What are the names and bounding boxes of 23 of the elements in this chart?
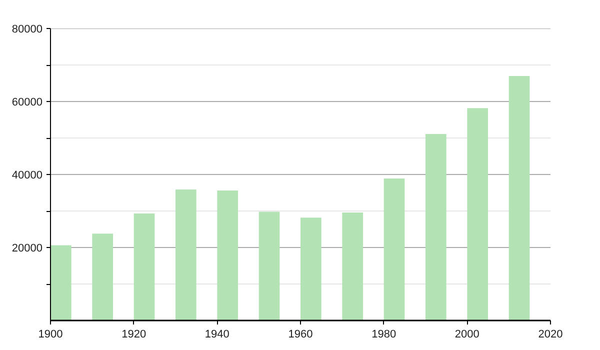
x-tick-label: 1980: [372, 328, 396, 340]
x-tick-label: 1960: [288, 328, 313, 340]
bar: [92, 234, 113, 320]
x-tick-label: 1900: [38, 328, 63, 340]
bar: [300, 218, 322, 320]
x-tick-label: 1940: [204, 328, 230, 340]
bar: [508, 76, 530, 320]
bar: [467, 108, 488, 320]
bar: [384, 178, 405, 320]
bar: [258, 212, 280, 320]
bar: [426, 134, 446, 320]
x-tick-label: 2000: [454, 328, 480, 340]
x-tick-label: 2020: [538, 328, 563, 340]
bar: [217, 190, 238, 320]
bar: [50, 245, 72, 320]
x-tick-label: 1920: [122, 328, 146, 340]
y-tick-label: 20000: [12, 242, 43, 254]
y-tick-label: 40000: [12, 170, 43, 182]
y-tick-label: 60000: [12, 96, 43, 108]
y-tick-label: 80000: [12, 24, 43, 36]
bar: [134, 214, 155, 320]
bar: [176, 189, 196, 320]
bar: [342, 212, 363, 320]
